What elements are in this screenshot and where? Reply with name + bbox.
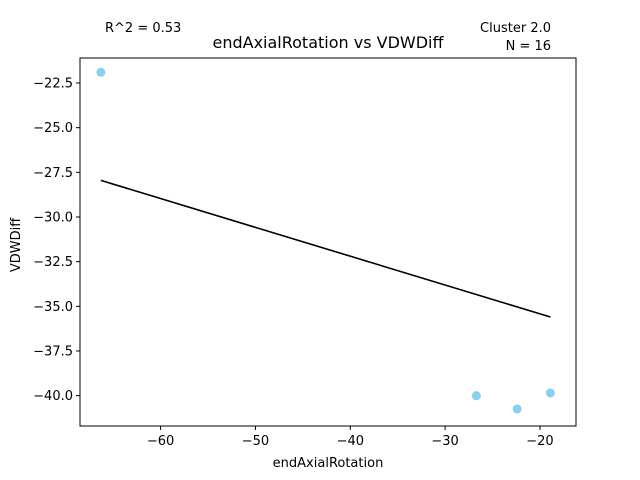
- x-tick-label-3: −40: [337, 434, 364, 449]
- y-tick-label-6: −35.0: [33, 300, 73, 315]
- regression-line: [100, 179, 551, 318]
- x-tick-label-2: −50: [242, 434, 269, 449]
- y-tick-label-4: −30.0: [33, 210, 73, 225]
- x-axis-label: endAxialRotation: [273, 456, 384, 471]
- plot-area: [96, 67, 555, 414]
- axes: −60 −50 −40 −30 −20 −22.5 −25.0 −27.5 −30.0 −32.5…: [33, 57, 577, 449]
- y-tick-label-5: −32.5: [33, 255, 73, 270]
- x-tick-label-1: −60: [147, 434, 174, 449]
- chart-title: endAxialRotation vs VDWDiff: [212, 33, 444, 52]
- cluster-annotation: Cluster 2.0: [480, 21, 551, 36]
- y-tick-label-1: −22.5: [33, 77, 73, 92]
- data-point-1: [96, 67, 106, 77]
- x-tick-label-4: −30: [431, 434, 458, 449]
- y-tick-label-2: −25.0: [33, 121, 73, 136]
- y-tick-label-3: −27.5: [33, 166, 73, 181]
- x-tick-label-5: −20: [526, 434, 553, 449]
- data-point-2: [471, 391, 481, 401]
- data-point-4: [545, 388, 555, 398]
- n-annotation: N = 16: [506, 39, 551, 54]
- data-point-3: [512, 404, 522, 414]
- axes-frame: [79, 57, 577, 427]
- y-tick-label-8: −40.0: [33, 389, 73, 404]
- r2-annotation: R^2 = 0.53: [105, 21, 181, 36]
- y-tick-label-7: −37.5: [33, 344, 73, 359]
- y-axis-label: VDWDiff: [9, 217, 24, 272]
